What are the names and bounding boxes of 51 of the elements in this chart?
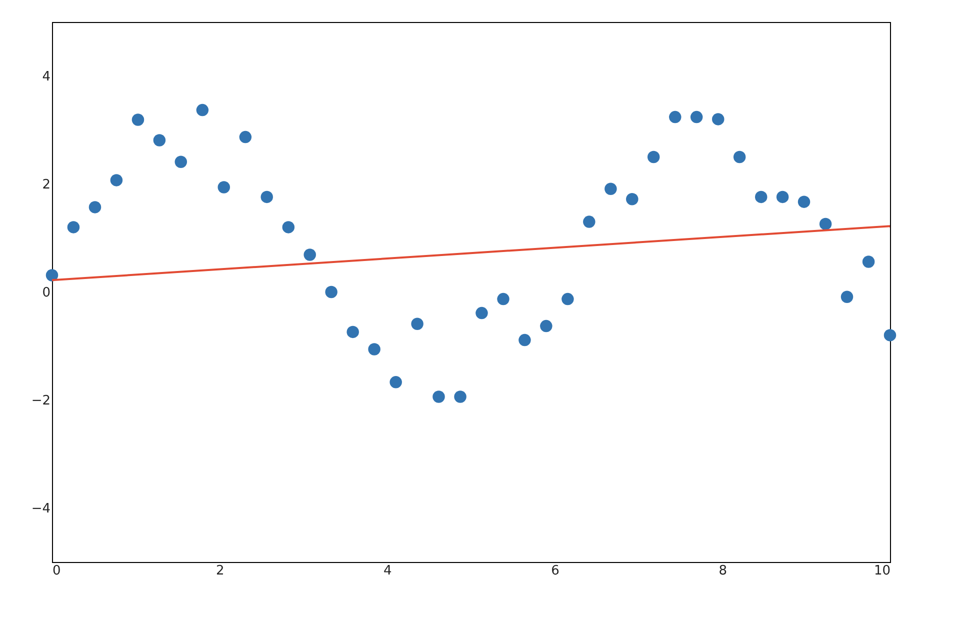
x-tick-label: 8 bbox=[718, 564, 728, 578]
y-tick-label: 0 bbox=[42, 286, 50, 300]
point bbox=[196, 104, 209, 116]
point bbox=[712, 113, 724, 126]
point bbox=[626, 193, 638, 206]
point bbox=[862, 256, 875, 268]
point bbox=[239, 130, 252, 144]
point bbox=[368, 343, 380, 356]
point bbox=[562, 292, 574, 306]
point bbox=[604, 182, 617, 195]
point bbox=[46, 269, 58, 282]
point bbox=[67, 221, 80, 234]
point bbox=[798, 196, 810, 208]
point bbox=[432, 390, 445, 403]
point bbox=[540, 320, 552, 332]
point bbox=[390, 376, 402, 388]
point bbox=[776, 190, 789, 204]
x-tick-label: 6 bbox=[551, 564, 560, 578]
point bbox=[840, 290, 854, 303]
x-tick-label: 0 bbox=[52, 564, 61, 578]
point bbox=[218, 181, 230, 194]
x-tick-label: 2 bbox=[216, 564, 224, 578]
point bbox=[132, 114, 144, 126]
point bbox=[733, 150, 746, 164]
point bbox=[325, 286, 338, 298]
point bbox=[110, 174, 123, 186]
point bbox=[454, 390, 466, 403]
y-tick-label: −4 bbox=[31, 502, 50, 516]
y-tick-label: 4 bbox=[42, 70, 50, 84]
y-tick-label: 2 bbox=[42, 178, 50, 192]
point bbox=[304, 248, 316, 261]
point bbox=[153, 134, 166, 146]
point bbox=[669, 110, 682, 124]
x-tick-label: 4 bbox=[384, 564, 392, 578]
point bbox=[754, 190, 768, 204]
point bbox=[884, 329, 896, 342]
point bbox=[583, 216, 596, 228]
point bbox=[174, 156, 188, 168]
point bbox=[88, 201, 102, 214]
point bbox=[282, 221, 295, 234]
point bbox=[411, 318, 424, 330]
point bbox=[819, 218, 832, 230]
x-tick-label: 10 bbox=[874, 564, 890, 578]
point bbox=[497, 292, 510, 306]
point bbox=[260, 190, 273, 204]
point bbox=[647, 150, 660, 164]
point bbox=[346, 326, 359, 338]
point bbox=[518, 334, 531, 346]
y-tick-label: −2 bbox=[31, 394, 50, 408]
point bbox=[476, 306, 488, 320]
point bbox=[690, 110, 703, 124]
